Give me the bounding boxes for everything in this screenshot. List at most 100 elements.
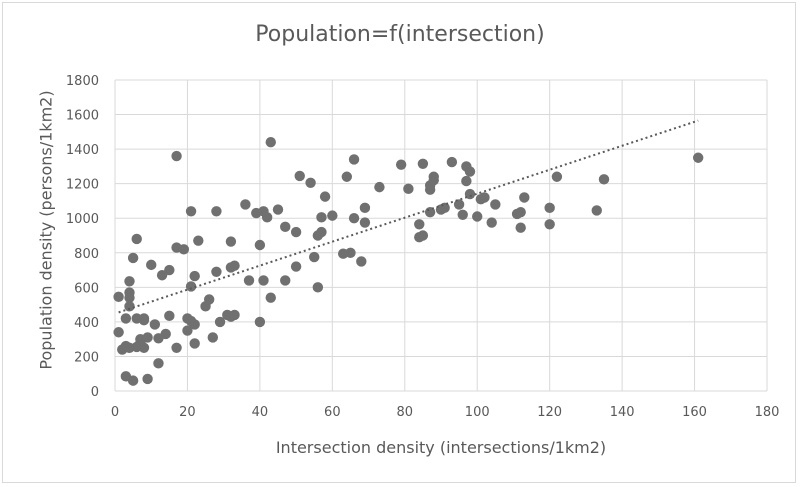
data-point	[127, 252, 139, 264]
data-point	[316, 212, 327, 223]
data-point	[414, 219, 425, 230]
data-point	[178, 244, 190, 255]
x-tick-label: 0	[111, 405, 119, 420]
x-tick-label: 120	[537, 405, 562, 420]
data-point	[142, 373, 153, 385]
trendline-group	[118, 119, 699, 314]
x-tick-label: 140	[610, 405, 635, 420]
y-tick-label: 1800	[66, 74, 99, 89]
data-point	[131, 233, 142, 245]
data-point	[265, 137, 276, 148]
data-point	[182, 325, 193, 336]
data-point	[280, 275, 291, 286]
data-point	[113, 327, 124, 338]
data-point	[290, 261, 302, 272]
data-point	[240, 199, 251, 210]
data-point	[453, 199, 465, 210]
y-tick-label: 1400	[66, 143, 99, 158]
chart-title: Population=f(intersection)	[255, 22, 545, 47]
data-point	[544, 202, 555, 214]
data-point	[120, 313, 132, 324]
data-point	[312, 282, 324, 293]
data-point	[189, 319, 200, 330]
data-point	[124, 292, 135, 303]
data-point	[225, 236, 237, 247]
data-point	[464, 188, 476, 200]
data-point	[591, 205, 602, 216]
data-point	[356, 256, 367, 267]
data-point	[515, 206, 526, 218]
data-point	[359, 217, 371, 228]
data-points	[113, 137, 704, 386]
data-point	[189, 338, 200, 349]
y-tick-label: 200	[74, 350, 99, 365]
x-tick-label: 100	[465, 405, 490, 420]
x-tick-label: 60	[324, 405, 341, 420]
data-point	[243, 275, 255, 286]
data-point	[149, 319, 161, 330]
data-point	[403, 183, 414, 195]
data-point	[265, 292, 276, 303]
data-point	[479, 192, 490, 203]
data-point	[171, 342, 182, 354]
data-point	[164, 264, 175, 276]
data-point	[486, 217, 497, 228]
data-point	[189, 270, 200, 282]
trendline	[118, 119, 699, 314]
data-point	[464, 166, 476, 177]
data-point	[127, 375, 139, 386]
data-point	[146, 259, 157, 271]
data-point	[519, 192, 530, 203]
data-point	[309, 251, 320, 263]
data-point	[290, 226, 302, 238]
data-point	[185, 206, 197, 217]
x-tick-label: 160	[682, 405, 707, 420]
data-point	[203, 294, 215, 305]
data-point	[374, 181, 385, 193]
data-point	[692, 152, 704, 163]
data-point	[395, 159, 407, 170]
data-point	[138, 342, 150, 354]
data-point	[258, 275, 269, 286]
data-point	[515, 222, 526, 233]
data-point	[142, 332, 153, 343]
data-point	[211, 206, 222, 217]
y-tick-label: 600	[74, 281, 99, 296]
data-point	[457, 209, 468, 220]
data-point	[124, 276, 135, 287]
x-tick-label: 20	[179, 405, 196, 420]
x-tick-label: 180	[755, 405, 780, 420]
x-axis-label: Intersection density (intersections/1km2…	[275, 438, 607, 457]
data-point	[185, 281, 197, 292]
data-point	[305, 177, 316, 189]
data-point	[341, 171, 353, 182]
data-point	[551, 171, 563, 182]
y-tick-labels: 0 200 400 600 800 1000 1200 1400 1600 1800	[66, 74, 99, 400]
data-point	[214, 316, 226, 328]
data-point	[348, 154, 360, 165]
data-point	[164, 310, 175, 322]
data-point	[446, 156, 458, 168]
x-tick-labels: 0 20 40 60 80 100 120 140 160 180	[111, 405, 780, 420]
data-point	[490, 199, 501, 210]
data-point	[359, 202, 371, 214]
data-point	[544, 219, 555, 230]
y-tick-label: 1200	[66, 178, 99, 193]
data-point	[428, 175, 439, 186]
y-tick-label: 1000	[66, 212, 99, 227]
data-point	[598, 174, 610, 185]
data-point	[156, 270, 168, 281]
y-tick-label: 1600	[66, 109, 99, 124]
y-tick-label: 800	[74, 247, 99, 262]
data-point	[327, 210, 338, 221]
data-point	[272, 204, 284, 215]
data-point	[319, 191, 331, 202]
data-point	[254, 239, 266, 251]
data-point	[113, 291, 124, 303]
data-point	[138, 314, 150, 326]
data-point	[472, 211, 483, 222]
x-tick-label: 80	[397, 405, 414, 420]
x-tick-label: 40	[252, 405, 269, 420]
data-point	[124, 301, 135, 312]
